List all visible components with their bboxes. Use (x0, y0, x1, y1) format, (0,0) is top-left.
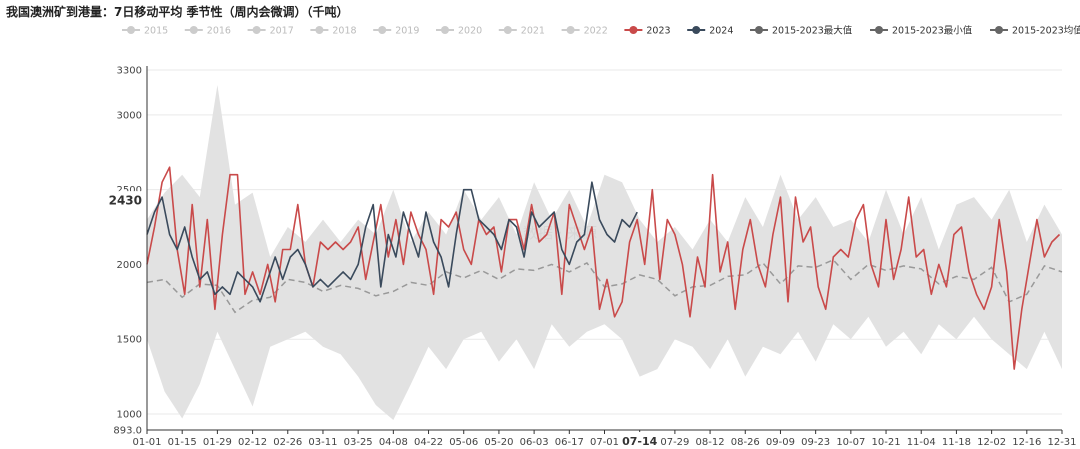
legend-label: 2021 (521, 26, 545, 37)
legend-item-2023[interactable]: 2023 (624, 26, 671, 37)
x-tick-label: 06-03 (520, 437, 549, 448)
series-line-2024 (146, 181, 638, 303)
legend-item-2015-2023最小值[interactable]: 2015-2023最小值 (870, 25, 973, 37)
x-tick-label: 04-22 (414, 437, 443, 448)
x-tick-label: 01-01 (132, 437, 161, 448)
x-tick-label: 08-26 (731, 437, 760, 448)
x-tick-label: 09-23 (801, 437, 830, 448)
x-tick-label: 11-18 (942, 437, 971, 448)
x-tick-label: 07-29 (660, 437, 689, 448)
legend-label: 2023 (646, 26, 670, 37)
legend-label: 2022 (584, 26, 608, 37)
legend-item-2015-2023最大值[interactable]: 2015-2023最大值 (750, 25, 853, 37)
legend-marker-dot (692, 26, 701, 34)
y-tick-label: 2500 (117, 185, 142, 196)
x-tick-label: 03-25 (344, 437, 373, 448)
legend-label: 2019 (395, 26, 419, 37)
x-tick-label: 03-11 (308, 437, 337, 448)
x-tick-label: 08-12 (696, 437, 725, 448)
x-axis-pointer-bg (621, 432, 658, 448)
x-axis-pointer-label: 07-14 (622, 435, 658, 448)
legend-label: 2015-2023最大值 (772, 25, 853, 37)
x-tick-label: 12-31 (1047, 437, 1076, 448)
legend: 2015 2016 2017 2018 2019 2020 2021 2022 2023 2024… (122, 25, 1080, 37)
x-tick-label: 04-08 (379, 437, 408, 448)
legend-item-2018[interactable]: 2018 (310, 26, 357, 37)
legend-marker-dot (629, 26, 638, 34)
legend-marker-dot (441, 26, 449, 34)
x-tick-label: 05-06 (449, 437, 478, 448)
legend-label: 2017 (270, 26, 294, 37)
legend-marker-dot (755, 26, 763, 34)
y-tick-label: 1000 (117, 409, 142, 420)
x-tick-label: 09-09 (766, 437, 795, 448)
legend-marker-dot (503, 26, 512, 34)
legend-item-2015-2023均值[interactable]: 2015-2023均值 (990, 25, 1080, 37)
legend-item-2015[interactable]: 2015 (122, 26, 168, 37)
legend-item-2021[interactable]: 2021 (498, 26, 545, 37)
legend-label: 2015-2023均值 (1012, 25, 1080, 37)
legend-item-2016[interactable]: 2016 (184, 26, 231, 37)
y-axis-pointer-label: 2430 (109, 194, 142, 208)
chart-title: 我国澳洲矿到港量：7日移动平均 季节性（周内会微调）（千吨） (6, 5, 349, 19)
legend-item-2019[interactable]: 2019 (373, 26, 419, 37)
y-tick-label: 1500 (117, 335, 142, 346)
x-tick-label: 01-15 (168, 437, 197, 448)
x-tick-label: 01-29 (203, 437, 232, 448)
legend-marker-dot (566, 26, 575, 34)
y-tick-label: 2000 (117, 260, 142, 271)
watermark: 数据 · 来源 (523, 224, 597, 242)
legend-label: 2020 (458, 26, 482, 37)
x-tick-label: 06-17 (555, 437, 584, 448)
legend-label: 2018 (332, 26, 356, 37)
y-tick-label: 893.0 (113, 426, 142, 437)
x-tick-label: 02-26 (273, 437, 302, 448)
x-tick-label: 10-07 (836, 437, 865, 448)
y-tick-label: 3000 (117, 110, 142, 121)
legend-item-2020[interactable]: 2020 (436, 26, 482, 37)
legend-marker-dot (189, 26, 198, 34)
y-axis-pointer-bg (108, 191, 144, 208)
x-tick-label: 07-01 (590, 437, 619, 448)
legend-item-2022[interactable]: 2022 (561, 26, 608, 37)
legend-marker-dot (315, 26, 324, 34)
legend-item-2017[interactable]: 2017 (247, 26, 294, 37)
series-line-2023 (146, 166, 1061, 370)
legend-marker-dot (378, 26, 387, 34)
legend-marker-dot (252, 26, 261, 34)
min-max-range-band (147, 85, 1062, 420)
legend-marker-dot (127, 26, 135, 34)
y-tick-label: 3300 (117, 66, 142, 77)
legend-label: 2016 (207, 26, 231, 37)
legend-label: 2024 (709, 26, 733, 37)
x-tick-label: 02-12 (238, 437, 267, 448)
x-tick-label: 05-20 (484, 437, 513, 448)
legend-label: 2015 (144, 26, 168, 37)
x-tick-label: 11-04 (907, 437, 936, 448)
legend-marker-dot (875, 26, 883, 34)
x-tick-label: 12-02 (977, 437, 1006, 448)
legend-marker-dot (995, 26, 1003, 34)
legend-label: 2015-2023最小值 (892, 25, 973, 37)
x-tick-label: 12-16 (1012, 437, 1041, 448)
legend-item-2024[interactable]: 2024 (687, 26, 733, 37)
x-tick-label: 10-21 (872, 437, 901, 448)
